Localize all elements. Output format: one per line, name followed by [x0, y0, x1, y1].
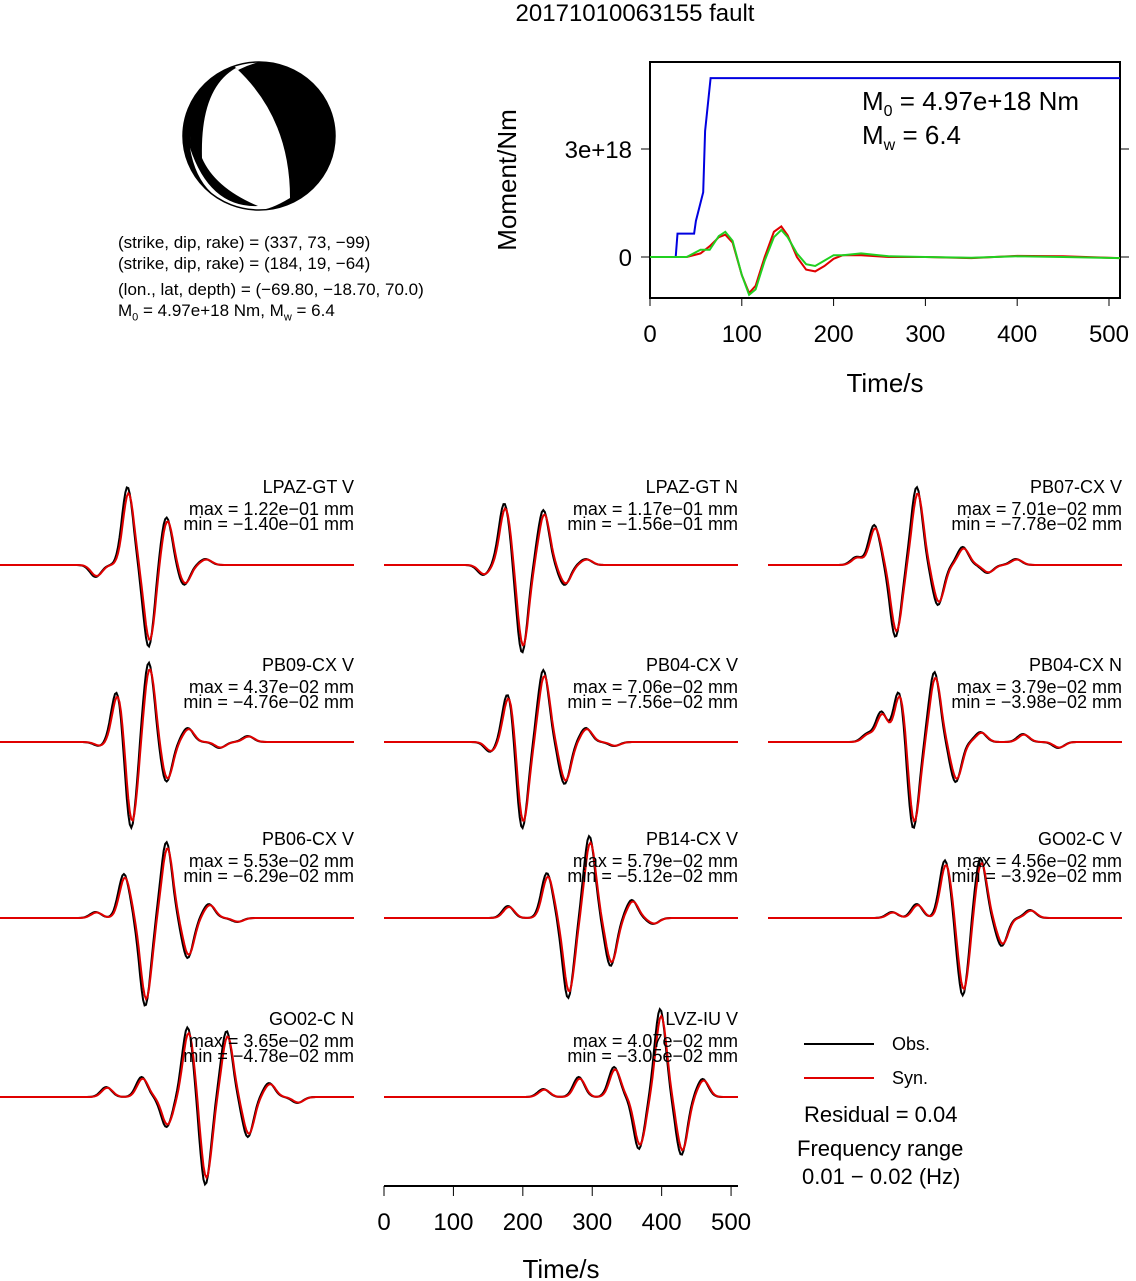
legend-obs-label: Obs. [892, 1034, 930, 1054]
stf-xtick-label-300: 300 [905, 321, 945, 348]
syn-trace-0 [0, 491, 354, 641]
station-name-2: PB07-CX V [1030, 477, 1122, 497]
station-name-6: PB06-CX V [262, 829, 354, 849]
moment-m-label: M [118, 301, 133, 320]
page-title: 20171010063155 fault [515, 0, 755, 27]
moment-rate-plot: 0 100 200 300 400 500 0 3e+18 Moment/Nm Time/… [492, 61, 1129, 398]
nodal-plane-1: (strike, dip, rake) = (337, 73, −99) [118, 233, 371, 252]
station-min-0: min = −1.40e−01 mm [183, 514, 354, 534]
focal-mechanism-beachball [182, 61, 336, 211]
station-min-3: min = −4.76e−02 mm [183, 692, 354, 712]
station-name-4: PB04-CX V [646, 655, 738, 675]
station-min-2: min = −7.78e−02 mm [951, 514, 1122, 534]
mechanism-params: (strike, dip, rake) = (337, 73, −99) (st… [118, 232, 424, 328]
station-max-9: max = 3.65e−02 mm [189, 1031, 354, 1051]
legend-syn-label: Syn. [892, 1068, 928, 1088]
station-max-0: max = 1.22e−01 mm [189, 499, 354, 519]
wave-xtick-label-200: 200 [503, 1209, 543, 1236]
station-max-8: max = 4.56e−02 mm [957, 851, 1122, 871]
syn-trace-1 [384, 506, 738, 647]
stf-ytick-label-0: 0 [619, 245, 632, 272]
wave-xtick-label-500: 500 [711, 1209, 751, 1236]
station-name-1: LPAZ-GT N [646, 477, 738, 497]
residual-text: Residual = 0.04 [804, 1102, 958, 1127]
station-max-3: max = 4.37e−02 mm [189, 677, 354, 697]
station-max-1: max = 1.17e−01 mm [573, 499, 738, 519]
wave-xtick-label-300: 300 [572, 1209, 612, 1236]
station-max-5: max = 3.79e−02 mm [957, 677, 1122, 697]
stf-series-0 [650, 77, 1120, 258]
station-name-10: LVZ-IU V [665, 1009, 738, 1029]
stf-xtick-label-100: 100 [722, 321, 762, 348]
station-max-4: max = 7.06e−02 mm [573, 677, 738, 697]
stf-m0-annotation: M0 = 4.97e+18 Nm [862, 86, 1079, 120]
moment-line: M0 = 4.97e+18 Nm, Mw = 6.4 [118, 300, 424, 328]
moment-mw-rest: = 6.4 [291, 301, 335, 320]
stf-xlabel: Time/s [846, 368, 923, 398]
syn-trace-6 [0, 847, 354, 1002]
station-max-10: max = 4.07e−02 mm [573, 1031, 738, 1051]
syn-trace-2 [768, 492, 1122, 633]
station-max-7: max = 5.79e−02 mm [573, 851, 738, 871]
wave-xlabel: Time/s [522, 1254, 599, 1281]
nodal-plane-2: (strike, dip, rake) = (184, 19, −64) [118, 254, 371, 273]
station-min-8: min = −3.92e−02 mm [951, 866, 1122, 886]
station-min-9: min = −4.78e−02 mm [183, 1046, 354, 1066]
stf-mw-annotation: Mw = 6.4 [862, 120, 961, 154]
station-min-5: min = −3.98e−02 mm [951, 692, 1122, 712]
syn-trace-3 [0, 668, 354, 823]
station-min-4: min = −7.56e−02 mm [567, 692, 738, 712]
station-name-5: PB04-CX N [1029, 655, 1122, 675]
stf-xtick-label-0: 0 [643, 321, 656, 348]
stf-ytick-label-3e18: 3e+18 [565, 137, 632, 164]
station-max-6: max = 5.53e−02 mm [189, 851, 354, 871]
syn-trace-4 [384, 674, 738, 822]
wave-xtick-label-400: 400 [642, 1209, 682, 1236]
wave-xtick-label-100: 100 [433, 1209, 473, 1236]
station-min-7: min = −5.12e−02 mm [567, 866, 738, 886]
station-name-7: PB14-CX V [646, 829, 738, 849]
station-max-2: max = 7.01e−02 mm [957, 499, 1122, 519]
syn-trace-9 [0, 1031, 354, 1180]
station-name-9: GO02-C N [269, 1009, 354, 1029]
wave-xtick-label-0: 0 [377, 1209, 390, 1236]
freq-range-value: 0.01 − 0.02 (Hz) [802, 1164, 961, 1189]
stf-plot-frame [649, 61, 1121, 299]
stf-xtick-label-200: 200 [814, 321, 854, 348]
stf-xtick-label-500: 500 [1089, 321, 1129, 348]
syn-trace-10 [384, 1013, 738, 1152]
legend: Obs. Syn. [804, 1034, 930, 1088]
station-min-1: min = −1.56e−01 mm [567, 514, 738, 534]
stf-series-2 [650, 228, 1121, 297]
syn-trace-5 [768, 677, 1122, 823]
station-name-0: LPAZ-GT V [263, 477, 354, 497]
freq-range-title: Frequency range [797, 1136, 964, 1161]
stf-xtick-label-400: 400 [997, 321, 1037, 348]
stf-ylabel: Moment/Nm [492, 109, 522, 251]
syn-trace-8 [768, 861, 1122, 991]
location-line: (lon., lat, depth) = (−69.80, −18.70, 70… [118, 280, 424, 299]
moment-mw-sub: w [283, 311, 292, 324]
station-name-3: PB09-CX V [262, 655, 354, 675]
station-min-6: min = −6.29e−02 mm [183, 866, 354, 886]
moment-m-sub: 0 [132, 311, 139, 324]
station-name-8: GO02-C V [1038, 829, 1122, 849]
moment-m-rest: = 4.97e+18 Nm, M [138, 301, 284, 320]
station-min-10: min = −3.05e−02 mm [567, 1046, 738, 1066]
syn-trace-7 [384, 840, 738, 992]
